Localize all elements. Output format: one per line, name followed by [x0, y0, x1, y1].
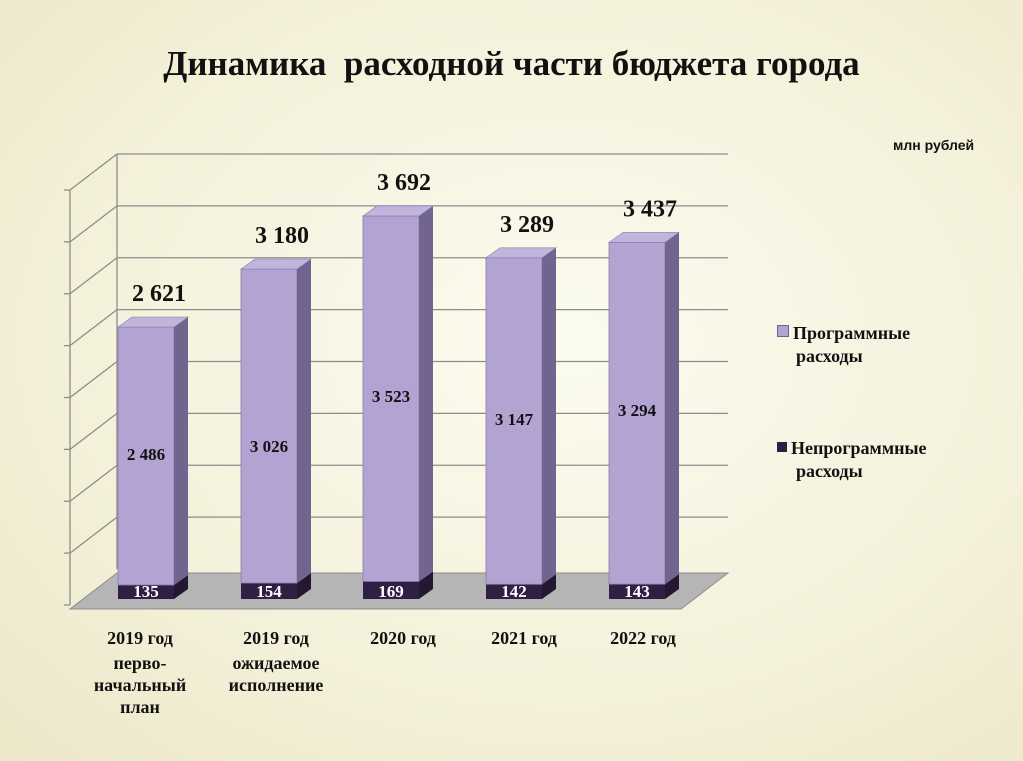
legend-label-program-1: Программные [793, 323, 911, 343]
bar-top [240, 258, 312, 270]
bar-program [117, 326, 175, 586]
data-label-total: 3 289 [500, 212, 554, 238]
x-axis-label-year: 2022 год [610, 628, 676, 648]
x-axis-label-year: 2021 год [491, 628, 557, 648]
gridline-side [69, 516, 118, 554]
legend-label-nonprogram-2: расходы [796, 461, 863, 481]
bar-program-side [665, 232, 679, 585]
bar-nonprogram-side [297, 573, 311, 599]
bar-top [117, 316, 189, 328]
x-axis-label: 2022 год [568, 627, 718, 649]
bar-nonprogram [118, 584, 174, 599]
data-label-program: 3 523 [372, 387, 410, 406]
gridline-side [69, 257, 118, 295]
bar-program [362, 215, 420, 582]
bar-program-side [542, 247, 556, 585]
data-label-nonprogram: 143 [624, 582, 650, 601]
legend-swatch-program [777, 325, 789, 337]
data-label-nonprogram: 142 [501, 582, 527, 601]
gridline-side [69, 412, 118, 450]
x-axis-label-year: 2019 год [107, 628, 173, 648]
gridline-side [69, 360, 118, 399]
bar-nonprogram-side [174, 574, 188, 599]
x-axis-label: 2020 год [328, 627, 478, 649]
data-label-nonprogram: 169 [378, 582, 404, 601]
legend-item-program: Программные расходы [777, 322, 910, 368]
legend-swatch-nonprogram [777, 442, 787, 452]
legend-item-nonprogram: Непрограммные расходы [777, 437, 927, 483]
data-label-nonprogram: 135 [133, 582, 159, 601]
gridline-side [69, 153, 118, 191]
data-label-total: 3 180 [255, 223, 309, 249]
data-label-program: 3 294 [618, 401, 657, 420]
bar-nonprogram [363, 581, 419, 599]
data-label-program: 3 026 [250, 437, 288, 456]
bar-top [362, 205, 434, 217]
bar-nonprogram-side [542, 574, 556, 599]
bar-program-side [419, 205, 433, 582]
x-axis-label: 2021 год [449, 627, 599, 649]
x-axis-label: 2019 год ожидаемое исполнение [201, 627, 351, 696]
bar-program [240, 268, 298, 584]
bar-top [608, 232, 680, 243]
bar-program-side [297, 259, 311, 584]
x-axis-label-sub: перво- начальный план [93, 653, 187, 717]
unit-label: млн рублей [893, 137, 975, 153]
data-label-total: 3 692 [377, 170, 431, 196]
gridline-side [69, 309, 118, 347]
bar-nonprogram [486, 584, 542, 599]
chart-title: Динамика расходной части бюджета города [163, 44, 860, 83]
bar-nonprogram-side [419, 571, 433, 599]
data-label-total: 3 437 [623, 196, 677, 222]
gridline-side [69, 464, 118, 502]
legend-label-nonprogram-1: Непрограммные [791, 438, 927, 458]
bar-nonprogram [609, 584, 665, 599]
data-label-program: 2 486 [127, 445, 165, 464]
data-label-program: 3 147 [495, 410, 534, 429]
bar-top [485, 247, 557, 259]
x-axis-label-sub: ожидаемое исполнение [228, 653, 324, 695]
x-axis-label-year: 2019 год [243, 628, 309, 648]
data-label-nonprogram: 154 [256, 582, 282, 601]
bar-program [608, 242, 666, 585]
data-label-total: 2 621 [132, 281, 186, 307]
bar-nonprogram [241, 583, 297, 599]
bar-nonprogram-side [665, 574, 679, 599]
bar-program-side [174, 317, 188, 585]
gridline-side [69, 205, 118, 243]
legend-label-program-2: расходы [796, 346, 863, 366]
x-axis-label: 2019 год перво- начальный план [65, 627, 215, 718]
bar-program [485, 257, 543, 585]
x-axis-label-year: 2020 год [370, 628, 436, 648]
